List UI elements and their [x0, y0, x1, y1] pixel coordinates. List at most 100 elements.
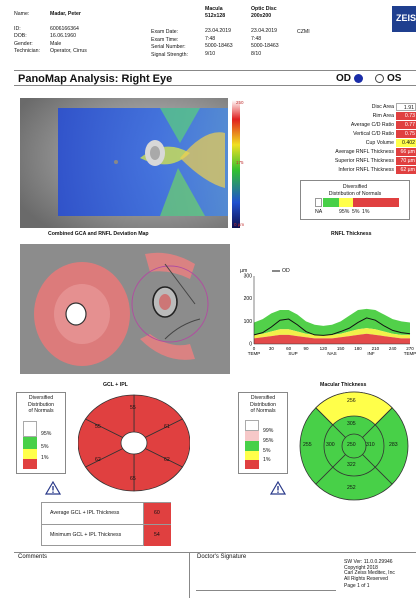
macula-date: 23.04.2019	[205, 28, 231, 34]
x-tick-label: 210	[372, 346, 380, 351]
x-tick-label: 150	[337, 346, 345, 351]
stat-label: Inferior RNFL Thickness	[338, 166, 394, 173]
stat-value: 1.91 mm	[396, 102, 416, 119]
dob-label: DOB:	[14, 33, 27, 39]
disc-signal: 8/10	[251, 50, 262, 57]
series-line-od	[253, 317, 411, 336]
mac-legend-title1: Diversified	[250, 395, 276, 401]
gcl-avg-label: Average GCL + IPL Thickness	[50, 510, 120, 516]
warning-triangle-icon	[45, 481, 61, 495]
disc-title: Optic Disc	[251, 6, 277, 12]
exam-labels: Exam Date: Exam Time: Serial Number: Sig…	[151, 29, 188, 58]
x-tick-label: 30	[269, 346, 275, 351]
macula-serial: 5000-18463	[205, 43, 233, 49]
normal-band-yellow	[254, 328, 410, 339]
sw-copyright: Copyright 2018	[344, 564, 378, 571]
gcl-legend-title1: Diversified	[28, 395, 54, 401]
mac-legend-title3: of Normals	[250, 408, 276, 414]
id-label: ID:	[14, 25, 21, 32]
os-label: OS	[387, 73, 402, 84]
gcl-swatch-red	[23, 459, 37, 469]
stat-row: Average C/D Ratio 0.77	[300, 120, 416, 129]
x-quadrant-label: TEMP	[404, 351, 416, 356]
gender-label: Gender:	[14, 40, 33, 47]
normal-band-green	[254, 308, 410, 336]
gcl-sector-lower-right	[133, 442, 184, 492]
legend-yellow-swatch	[339, 198, 353, 207]
sw-company: Carl Zeiss Meditec, Inc	[344, 570, 395, 577]
gcl-val-upper-right: 61	[164, 424, 170, 430]
signature-label: Doctor's Signature	[197, 554, 247, 560]
gcl-swatch-yellow	[23, 449, 37, 459]
scale-bottom-label: 0 µm	[234, 222, 245, 227]
disc-column: Optic Disc 200x200 23.04.2019 7:48 5000-…	[251, 6, 279, 57]
mac-outer-bottom: 252	[347, 485, 356, 491]
gcl-legend-title3: of Normals	[28, 408, 54, 414]
mac-outer-left: 255	[303, 442, 312, 448]
comments-box[interactable]: Comments	[14, 552, 190, 598]
x-quadrant-label: SUP	[288, 351, 297, 356]
gcl-ipl-sector-map	[78, 394, 190, 492]
stat-value: 62 µm	[396, 165, 416, 174]
mac-center: 250	[347, 442, 356, 448]
mac-inner-right: 310	[366, 442, 375, 448]
name-value: Madar, Peter	[50, 11, 81, 17]
sw-rights: All Rights Reserved	[344, 575, 388, 582]
disc-time: 7:48	[251, 35, 262, 42]
x-tick-label: 90	[303, 346, 309, 351]
chart-ylabel: µm	[240, 268, 248, 274]
gcl-val-bottom: 65	[130, 476, 136, 482]
macular-distribution-legend: Diversified Distribution of Normals 99% …	[238, 392, 288, 474]
footer-rule	[14, 552, 416, 553]
gcl-legend-95: 95%	[41, 431, 52, 437]
x-quadrant-label: NAS	[327, 351, 336, 356]
legend-title1: Diversified	[342, 184, 368, 190]
mac-swatch-yellow	[245, 451, 259, 460]
exam-time-label: Exam Time:	[151, 36, 179, 43]
comments-label: Comments	[18, 554, 48, 560]
disc-sub: 200x200	[251, 12, 272, 19]
gcl-sector-right	[133, 418, 190, 468]
gcl-legend-5: 5%	[41, 444, 49, 450]
mac-swatch-red	[245, 460, 259, 469]
stat-label: Vertical C/D Ratio	[353, 130, 394, 137]
y-tick-label: 100	[244, 319, 253, 325]
macula-sub: 512x128	[205, 12, 226, 19]
mac-inner-top: 305	[347, 421, 356, 427]
mac-legend-1: 1%	[263, 457, 271, 463]
legend-5: 5%	[352, 209, 360, 215]
signature-line	[196, 590, 336, 591]
gcl-val-lower-right: 62	[164, 457, 170, 463]
y-tick-label: 200	[244, 296, 253, 302]
macula-title: Macula	[205, 6, 223, 12]
gcl-sector-upper-left	[84, 394, 135, 444]
stat-row: Average RNFL Thickness 66 µm	[300, 147, 416, 156]
y-tick-label: 300	[244, 274, 253, 280]
disc-serial: 5000-18463	[251, 43, 279, 49]
stat-value: 0.73 mm	[396, 111, 416, 127]
mac-inner-bottom: 322	[347, 462, 356, 468]
zeiss-logo: ZEIS	[392, 6, 416, 32]
stat-value: 66 µm	[396, 147, 416, 156]
tech-label: Technician:	[14, 48, 40, 54]
color-scale-bar	[232, 100, 240, 228]
mac-legend-5: 5%	[263, 448, 271, 454]
x-tick-label: 120	[320, 346, 328, 351]
mac-legend-95: 95%	[263, 438, 274, 444]
stat-label: Rim Area	[372, 112, 394, 119]
table-divider	[42, 524, 170, 525]
mac-legend-99: 99%	[263, 428, 274, 434]
os-radio[interactable]	[375, 74, 384, 83]
od-radio[interactable]	[354, 74, 363, 83]
stat-label: Cup Volume	[365, 139, 394, 146]
sw-version: SW Ver: 11.0.0.29946	[344, 559, 393, 565]
x-tick-label: 270	[406, 346, 414, 351]
x-tick-label: 180	[354, 346, 362, 351]
tech-value: Operator, Cirrus	[50, 48, 87, 54]
title-bar: PanoMap Analysis: Right Eye OD OS	[14, 70, 416, 86]
gcl-swatch-green	[23, 437, 37, 449]
stat-value: 70 µm	[396, 156, 416, 165]
